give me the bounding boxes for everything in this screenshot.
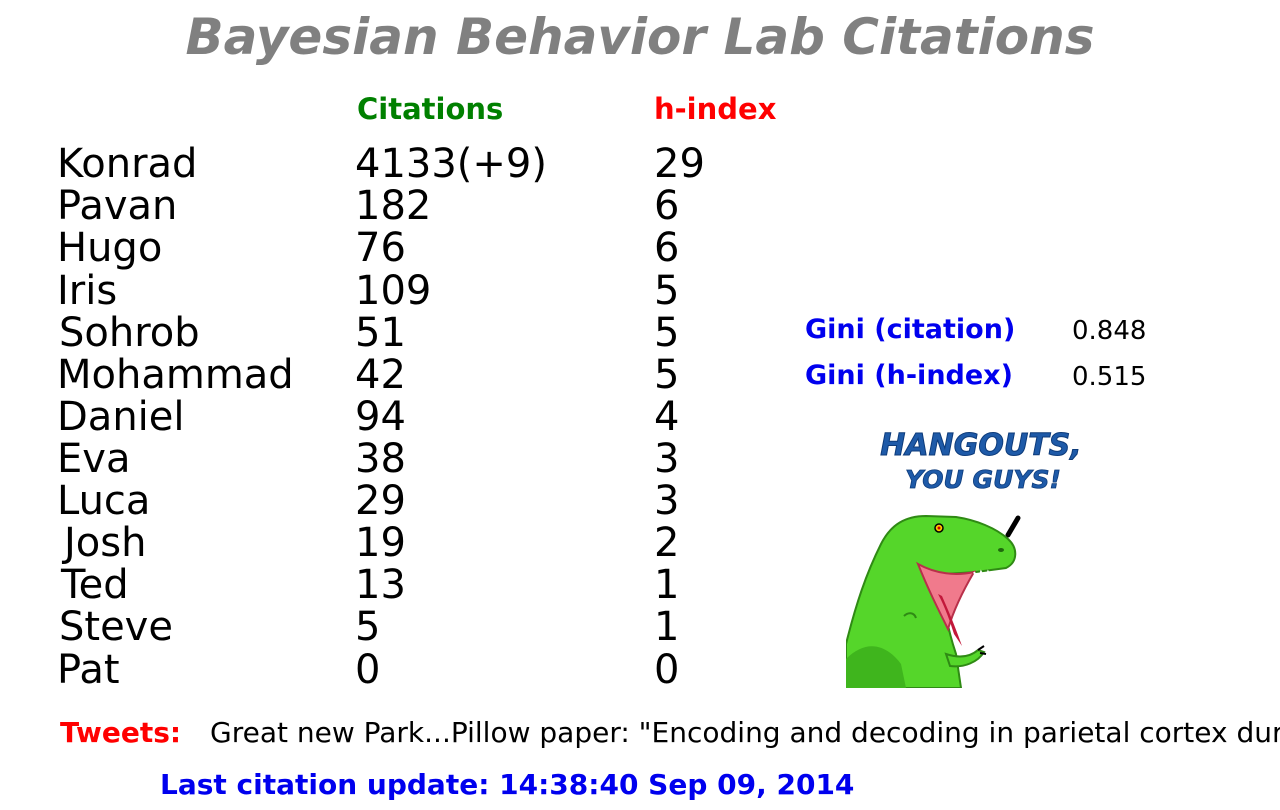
hindex-value: 29 [654,141,705,187]
gini-citation-value: 0.848 [1072,316,1147,346]
table-row: Steve 5 1 [0,606,800,648]
hindex-value: 0 [654,647,680,693]
table-row: Hugo 76 6 [0,227,800,269]
hindex-value: 1 [654,562,680,608]
member-name: Pavan [57,183,178,229]
table-row: Konrad 4133(+9) 29 [0,143,800,185]
hindex-column-header: h-index [654,92,777,126]
member-name: Sohrob [59,310,200,356]
citation-count: 182 [355,183,432,229]
citation-count: 13 [355,562,406,608]
hindex-value: 3 [654,478,680,524]
hindex-value: 5 [654,268,680,314]
citation-count: 94 [355,394,406,440]
hindex-value: 2 [654,520,680,566]
citation-count: 76 [355,225,406,271]
hindex-value: 6 [654,225,680,271]
table-row: Iris 109 5 [0,270,800,312]
gini-hindex-row: Gini (h-index) 0.515 [805,360,1225,394]
citation-count: 42 [355,352,406,398]
tweets-label: Tweets: [60,716,182,749]
member-name: Iris [57,268,118,314]
member-name: Hugo [57,225,163,271]
table-row: Mohammad 42 5 [0,354,800,396]
last-update-timestamp: Last citation update: 14:38:40 Sep 09, 2… [160,768,855,801]
page-title: Bayesian Behavior Lab Citations [185,8,1095,66]
citation-count: 5 [355,604,381,650]
citation-count: 38 [355,436,406,482]
gini-hindex-label: Gini (h-index) [805,360,1013,391]
member-name: Pat [57,647,120,693]
table-row: Josh 19 2 [0,522,800,564]
gini-citation-row: Gini (citation) 0.848 [805,314,1225,348]
member-name: Steve [59,604,173,650]
table-row: Pat 0 0 [0,649,800,691]
hindex-value: 6 [654,183,680,229]
gini-citation-label: Gini (citation) [805,314,1016,345]
citation-count: 0 [355,647,381,693]
tweets-ticker: Tweets: Great new Park...Pillow paper: "… [0,716,1280,752]
member-name: Josh [64,520,147,566]
citation-count: 4133(+9) [355,141,547,187]
table-row: Sohrob 51 5 [0,312,800,354]
table-row: Luca 29 3 [0,480,800,522]
gini-hindex-value: 0.515 [1072,362,1147,392]
citations-column-header: Citations [357,92,504,126]
table-row: Ted 13 1 [0,564,800,606]
member-name: Daniel [57,394,185,440]
table-row: Daniel 94 4 [0,396,800,438]
meme-caption-line2: YOU GUYS! [905,465,1061,494]
hindex-value: 3 [654,436,680,482]
member-name: Eva [57,436,131,482]
citation-count: 19 [355,520,406,566]
hindex-value: 1 [654,604,680,650]
hindex-value: 5 [654,352,680,398]
meme-caption-line1: HANGOUTS, [880,428,1081,463]
tweet-text: Great new Park...Pillow paper: "Encoding… [210,716,1280,749]
member-name: Ted [61,562,129,608]
member-name: Konrad [57,141,198,187]
hindex-value: 5 [654,310,680,356]
trex-icon: HANGOUTS, YOU GUYS! [846,428,1082,688]
table-row: Eva 38 3 [0,438,800,480]
member-name: Luca [57,478,151,524]
citation-count: 51 [355,310,406,356]
citation-count: 29 [355,478,406,524]
hindex-value: 4 [654,394,680,440]
member-name: Mohammad [57,352,294,398]
table-row: Pavan 182 6 [0,185,800,227]
citation-count: 109 [355,268,432,314]
